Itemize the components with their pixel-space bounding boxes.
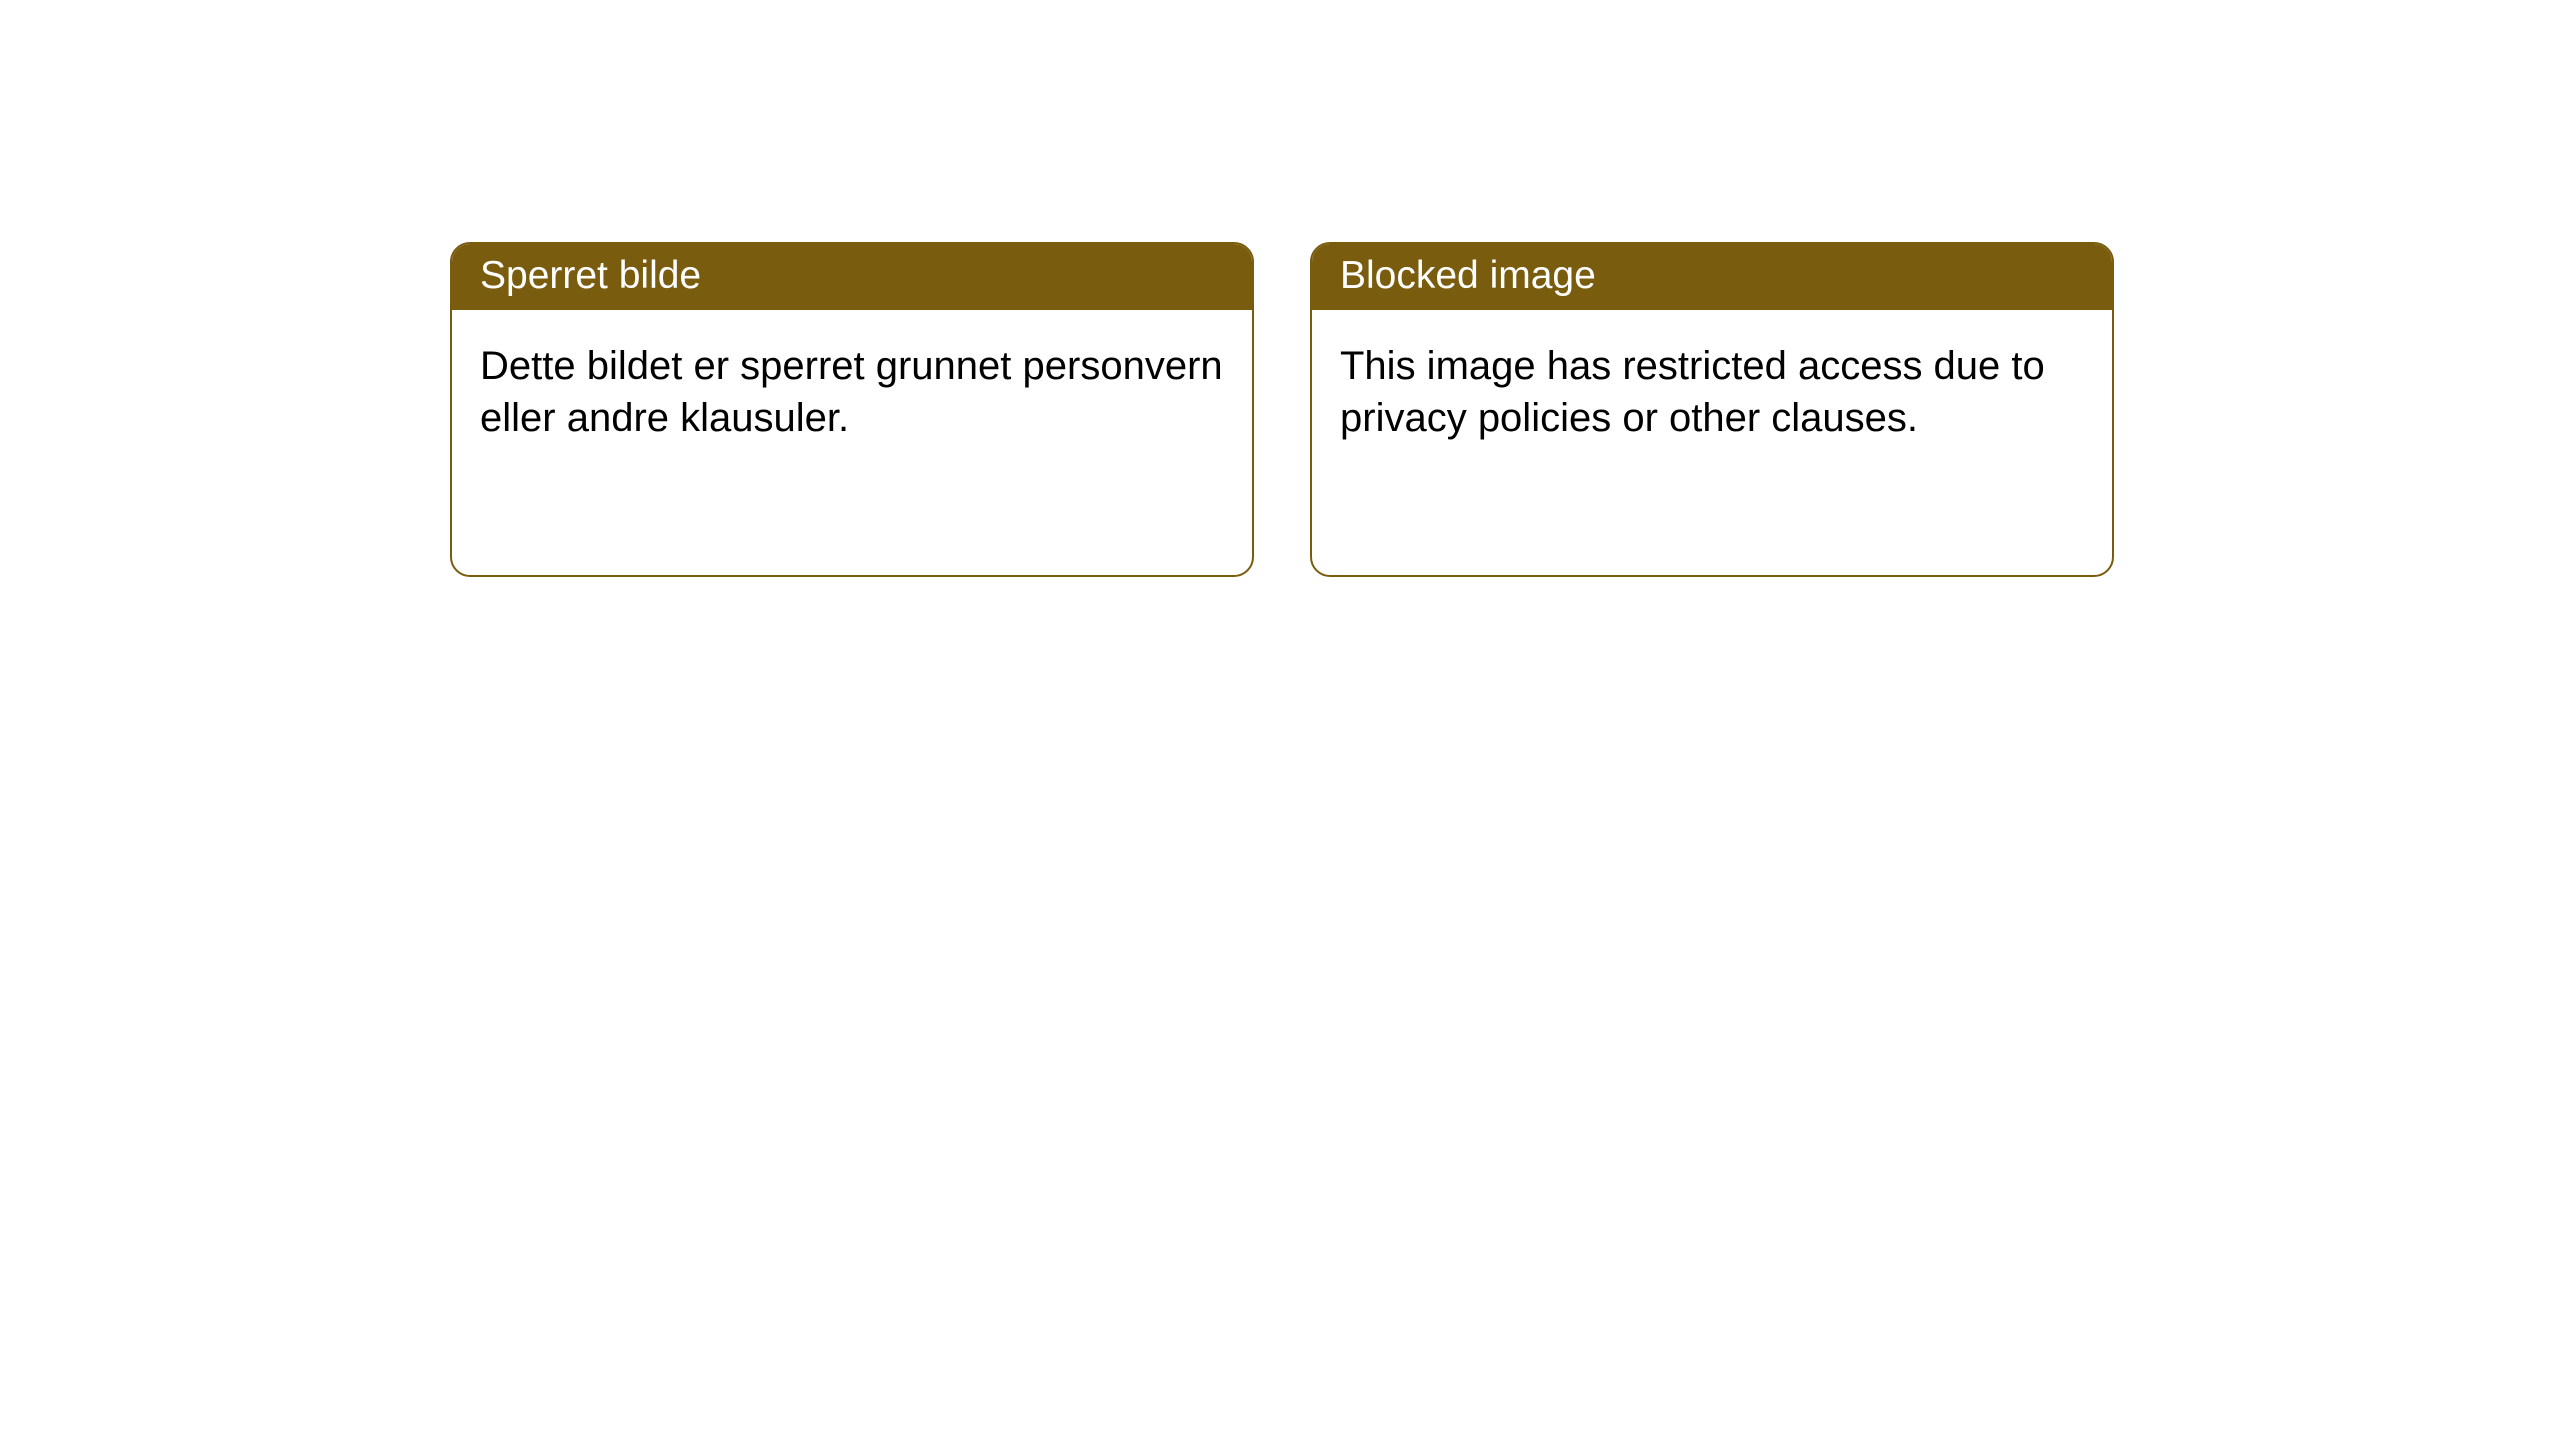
card-body: This image has restricted access due to … (1312, 310, 2112, 474)
card-body-text: This image has restricted access due to … (1340, 344, 2045, 440)
card-body: Dette bildet er sperret grunnet personve… (452, 310, 1252, 474)
card-body-text: Dette bildet er sperret grunnet personve… (480, 344, 1223, 440)
blocked-image-card-no: Sperret bilde Dette bildet er sperret gr… (450, 242, 1254, 577)
card-header: Sperret bilde (452, 244, 1252, 310)
card-title: Blocked image (1340, 254, 1596, 297)
cards-container: Sperret bilde Dette bildet er sperret gr… (0, 0, 2560, 577)
blocked-image-card-en: Blocked image This image has restricted … (1310, 242, 2114, 577)
card-title: Sperret bilde (480, 254, 701, 297)
card-header: Blocked image (1312, 244, 2112, 310)
